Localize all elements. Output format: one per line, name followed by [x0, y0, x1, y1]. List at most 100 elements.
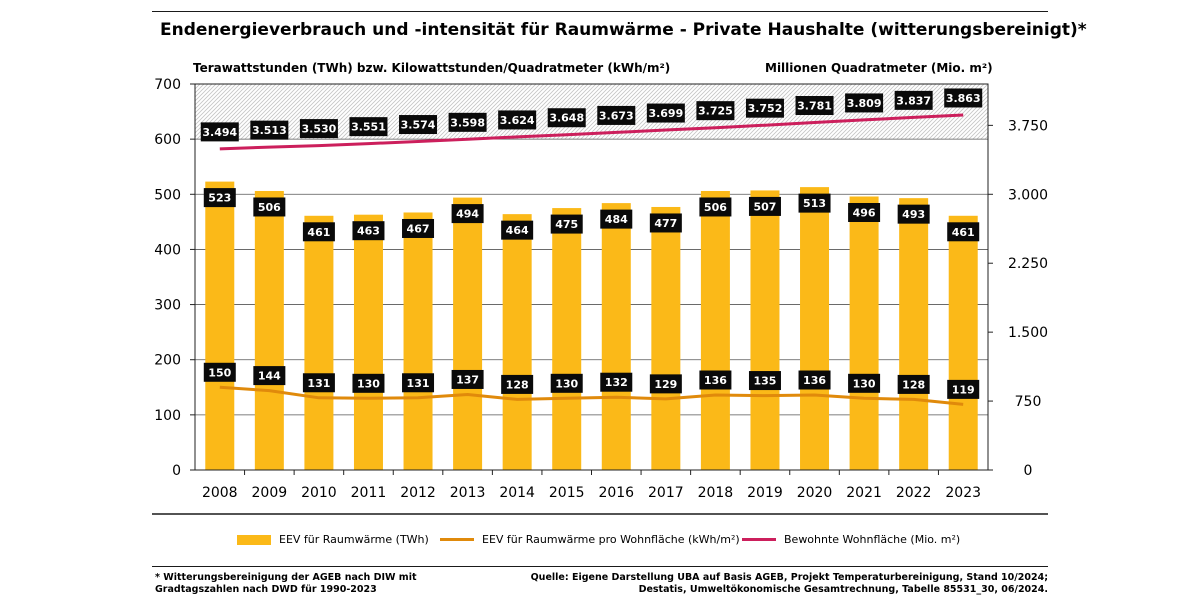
bar	[948, 215, 978, 470]
left-tick-label: 700	[154, 77, 181, 93]
bar-value-label-box	[451, 204, 484, 224]
bar-value-label-box	[897, 204, 930, 224]
bar-value-label-box	[947, 222, 980, 242]
right-tick-label: 3.750	[1008, 118, 1048, 134]
area-value-label: 3.673	[599, 109, 634, 122]
area-value-label: 3.494	[202, 126, 237, 139]
x-tick-label: 2015	[549, 485, 585, 501]
intensity-value-label-box	[600, 372, 633, 392]
legend-swatch-intensity	[440, 538, 474, 541]
bar-value-label: 475	[555, 218, 578, 231]
area-value-label-box	[944, 88, 983, 108]
x-tick-label: 2011	[351, 485, 387, 501]
left-tick-label: 0	[172, 463, 181, 479]
area-value-label-box	[795, 96, 834, 116]
x-tick-label: 2009	[252, 485, 288, 501]
right-tick-label: 1.500	[1008, 325, 1048, 341]
top-rule	[152, 11, 1048, 12]
right-tick-label: 0	[1024, 463, 1033, 479]
bar-value-label-box	[848, 202, 881, 222]
x-tick-label: 2018	[698, 485, 734, 501]
bar-value-label-box	[649, 213, 682, 233]
bar	[700, 190, 730, 470]
legend-label-eev: EEV für Raumwärme (TWh)	[279, 533, 429, 546]
x-tick-label: 2020	[797, 485, 833, 501]
area-value-label: 3.837	[896, 94, 931, 107]
area-value-label: 3.752	[748, 102, 783, 115]
intensity-value-label-box	[402, 373, 435, 393]
left-tick-label: 100	[154, 408, 181, 424]
bar-value-label-box	[203, 188, 236, 208]
legend-item-intensity: EEV für Raumwärme pro Wohnfläche (kWh/m²…	[440, 533, 740, 546]
area-value-label-box	[547, 108, 586, 128]
bar-value-label: 484	[605, 213, 628, 226]
bar	[353, 214, 383, 470]
bar	[502, 214, 532, 470]
bar	[750, 190, 780, 470]
bar	[899, 198, 929, 470]
bar-value-label-box	[253, 197, 286, 217]
bar-value-label: 461	[307, 226, 330, 239]
intensity-value-label-box	[699, 370, 732, 390]
area-value-label-box	[745, 98, 784, 118]
intensity-value-label-box	[451, 369, 484, 389]
legend-swatch-eev	[237, 534, 271, 545]
bar-value-label: 463	[357, 225, 380, 238]
bar	[304, 215, 334, 470]
area-value-label: 3.530	[302, 123, 337, 136]
intensity-value-label: 144	[258, 370, 281, 383]
intensity-value-label-box	[253, 366, 286, 386]
intensity-value-label: 131	[307, 377, 330, 390]
chart-svg: 523 506 461 463 467 494 464 475 484 477 506 507 513 4…	[152, 77, 1048, 515]
left-tick-label: 300	[154, 298, 181, 314]
intensity-value-label: 130	[357, 377, 380, 390]
footnote-line-1: * Witterungsbereinigung der AGEB nach DI…	[155, 572, 417, 583]
bar-value-label: 461	[952, 226, 975, 239]
area-value-label: 3.648	[549, 112, 584, 125]
x-tick-label: 2022	[896, 485, 932, 501]
bar-value-label: 477	[654, 217, 677, 230]
area-value-label: 3.574	[401, 119, 436, 132]
intensity-value-label-box	[848, 373, 881, 393]
x-tick-label: 2013	[450, 485, 486, 501]
intensity-value-label: 131	[407, 377, 430, 390]
area-value-label-box	[299, 119, 338, 139]
area-value-label: 3.781	[797, 100, 832, 113]
bar	[205, 181, 235, 471]
axes-group: 0 100 200 300 400 500 600 700 0 750 1.500 2.250 3.00…	[154, 77, 1048, 501]
bar	[453, 197, 483, 470]
source-line-1: Quelle: Eigene Darstellung UBA auf Basis…	[530, 572, 1048, 583]
x-tick-label: 2017	[648, 485, 684, 501]
intensity-value-label: 135	[753, 375, 776, 388]
intensity-value-label-box	[352, 373, 385, 393]
intensity-value-label-box	[501, 374, 534, 394]
area-value-label-box	[894, 90, 933, 110]
bar-value-label: 507	[753, 200, 776, 213]
bar-value-label-box	[302, 222, 335, 242]
bar-value-label: 513	[803, 197, 826, 210]
intensity-value-label-box	[897, 374, 930, 394]
legend-swatch-area	[742, 538, 776, 541]
intensity-line	[219, 385, 964, 406]
intensity-value-label: 150	[208, 366, 231, 379]
bar-value-label-box	[798, 193, 831, 213]
bar	[651, 206, 681, 470]
area-value-label-box	[696, 101, 735, 121]
area-value-label-box	[498, 110, 537, 130]
bar-value-label: 467	[407, 222, 430, 235]
living-area-line	[219, 113, 964, 151]
bar	[403, 212, 433, 471]
area-value-label-box	[646, 103, 685, 123]
intensity-value-label: 136	[704, 374, 727, 387]
bar	[601, 203, 631, 470]
bar-value-label-box	[501, 220, 534, 240]
area-value-label-box	[250, 120, 289, 140]
bar-value-label-box	[402, 218, 435, 238]
area-value-label-box	[597, 105, 636, 125]
source-note: Quelle: Eigene Darstellung UBA auf Basis…	[531, 572, 1048, 596]
intensity-value-label: 137	[456, 373, 479, 386]
area-value-label: 3.513	[252, 124, 287, 137]
bar-value-label-box	[699, 197, 732, 217]
area-value-label-box	[845, 93, 884, 113]
bar-value-label: 523	[208, 192, 231, 205]
